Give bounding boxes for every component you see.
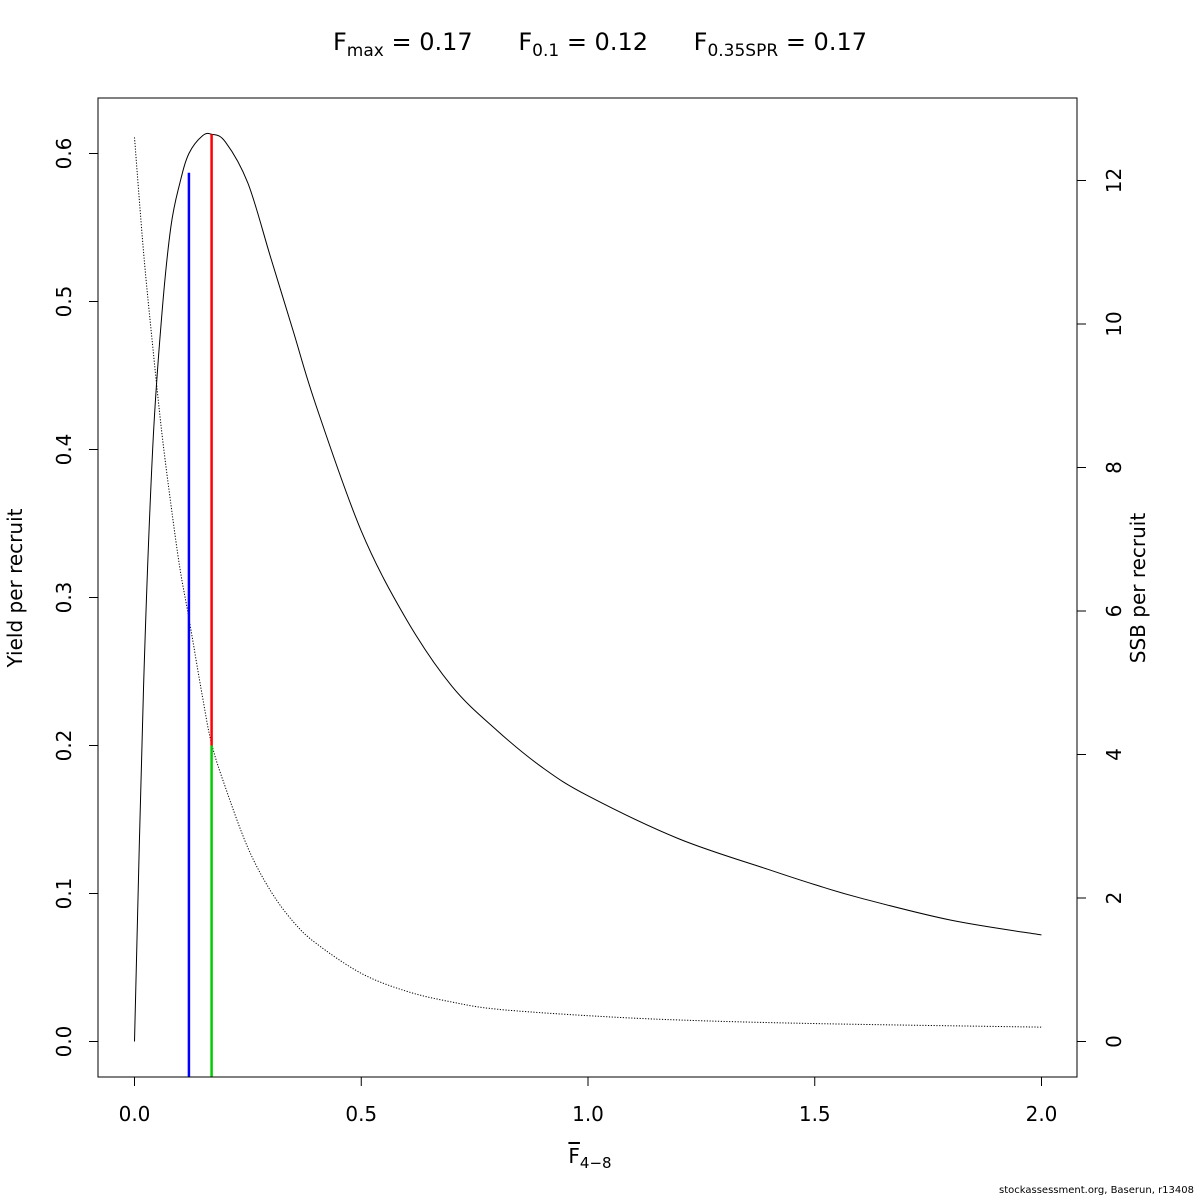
- y-left-tick-label: 0.2: [52, 730, 76, 762]
- chart-title: Fmax = 0.17 F0.1 = 0.12 F0.35SPR = 0.17: [0, 28, 1200, 61]
- y-right-tick-label: 6: [1102, 605, 1126, 618]
- y-left-tick-label: 0.3: [52, 582, 76, 614]
- fspr-label: F0.35SPR = 0.17: [693, 28, 867, 61]
- credit-text: stockassessment.org, Baserun, r13408: [999, 1185, 1194, 1196]
- y-left-tick-label: 0.6: [52, 138, 76, 170]
- y-left-tick-label: 0.4: [52, 434, 76, 466]
- fmax-label: Fmax = 0.17: [332, 28, 473, 61]
- x-tick-label: 0.0: [119, 1102, 151, 1126]
- y-right-tick-label: 12: [1102, 168, 1126, 193]
- plot-frame: [97, 97, 1078, 1078]
- x-axis-label: F4−8: [568, 1144, 612, 1172]
- y-right-tick-label: 8: [1102, 461, 1126, 474]
- x-tick-label: 2.0: [1026, 1102, 1058, 1126]
- y-right-tick-label: 10: [1102, 311, 1126, 336]
- x-tick-label: 1.5: [799, 1102, 831, 1126]
- y-right-tick-label: 0: [1102, 1035, 1126, 1048]
- x-tick-label: 0.5: [345, 1102, 377, 1126]
- y-right-tick-label: 4: [1102, 748, 1126, 761]
- y-left-tick-label: 0.0: [52, 1026, 76, 1058]
- y-left-tick-label: 0.1: [52, 878, 76, 910]
- y-right-tick-label: 2: [1102, 892, 1126, 905]
- ssb-per-recruit-curve: [134, 137, 1042, 1028]
- yield-per-recruit-curve: [134, 132, 1042, 1042]
- x-tick-label: 1.0: [572, 1102, 604, 1126]
- y-left-axis-label: Yield per recruit: [3, 508, 27, 668]
- y-right-axis-label: SSB per recruit: [1126, 513, 1150, 664]
- f01-label: F0.1 = 0.12: [518, 28, 648, 61]
- y-left-tick-label: 0.5: [52, 286, 76, 318]
